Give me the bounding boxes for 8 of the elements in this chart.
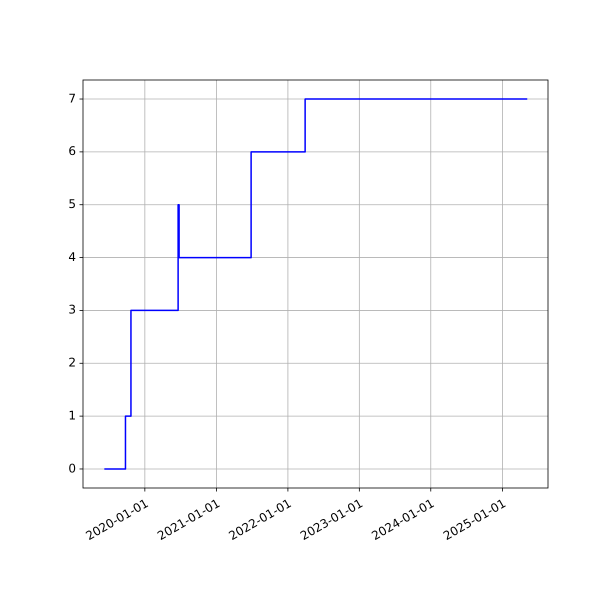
y-tick-label: 4 xyxy=(68,250,76,264)
y-tick-label: 7 xyxy=(68,91,76,106)
y-tick-label: 1 xyxy=(68,408,76,422)
y-tick-label: 3 xyxy=(68,302,76,317)
y-tick-label: 2 xyxy=(68,356,76,370)
y-tick-label: 0 xyxy=(68,461,76,476)
y-tick-label: 5 xyxy=(68,197,76,212)
y-tick-label: 6 xyxy=(68,144,76,158)
